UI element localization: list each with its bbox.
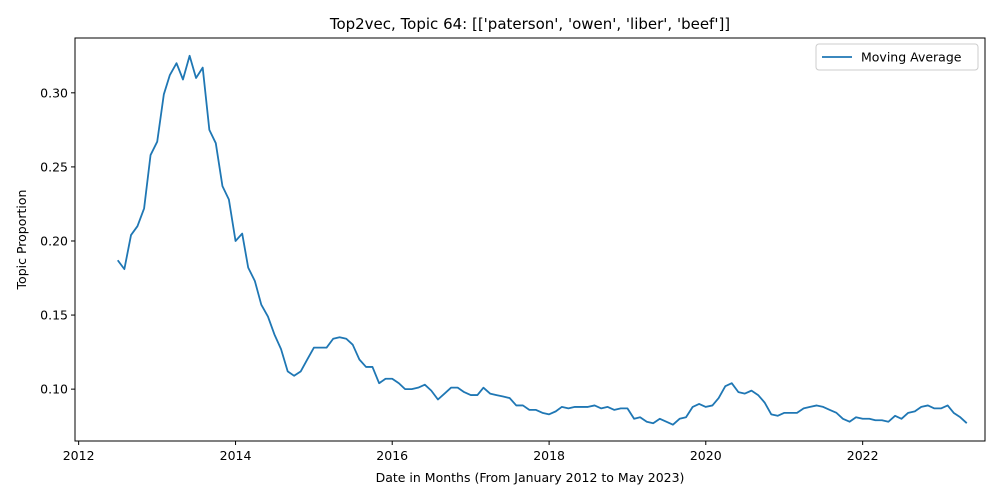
x-tick-label: 2014 bbox=[220, 448, 252, 463]
legend: Moving Average bbox=[815, 43, 979, 71]
legend-label-moving-average: Moving Average bbox=[861, 50, 962, 65]
x-tick-label: 2020 bbox=[690, 448, 722, 463]
y-tick-label: 0.30 bbox=[40, 85, 68, 100]
y-tick-label: 0.10 bbox=[40, 382, 68, 397]
x-axis: 2012 2014 2016 2018 2020 2022 bbox=[63, 441, 879, 463]
x-tick-label: 2022 bbox=[847, 448, 879, 463]
y-axis: 0.10 0.15 0.20 0.25 0.30 bbox=[40, 85, 75, 397]
plot-frame bbox=[74, 37, 986, 442]
chart-title: Top2vec, Topic 64: [['paterson', 'owen',… bbox=[329, 15, 730, 33]
y-tick-label: 0.15 bbox=[40, 308, 68, 323]
x-axis-label: Date in Months (From January 2012 to May… bbox=[376, 470, 685, 485]
legend-box bbox=[815, 43, 979, 71]
x-tick-label: 2018 bbox=[533, 448, 565, 463]
x-tick-label: 2016 bbox=[376, 448, 408, 463]
x-tick-label: 2012 bbox=[63, 448, 95, 463]
y-tick-label: 0.20 bbox=[40, 233, 68, 248]
y-tick-label: 0.25 bbox=[40, 159, 68, 174]
y-axis-label: Topic Proportion bbox=[14, 190, 29, 291]
series-line-moving-average bbox=[116, 54, 968, 426]
